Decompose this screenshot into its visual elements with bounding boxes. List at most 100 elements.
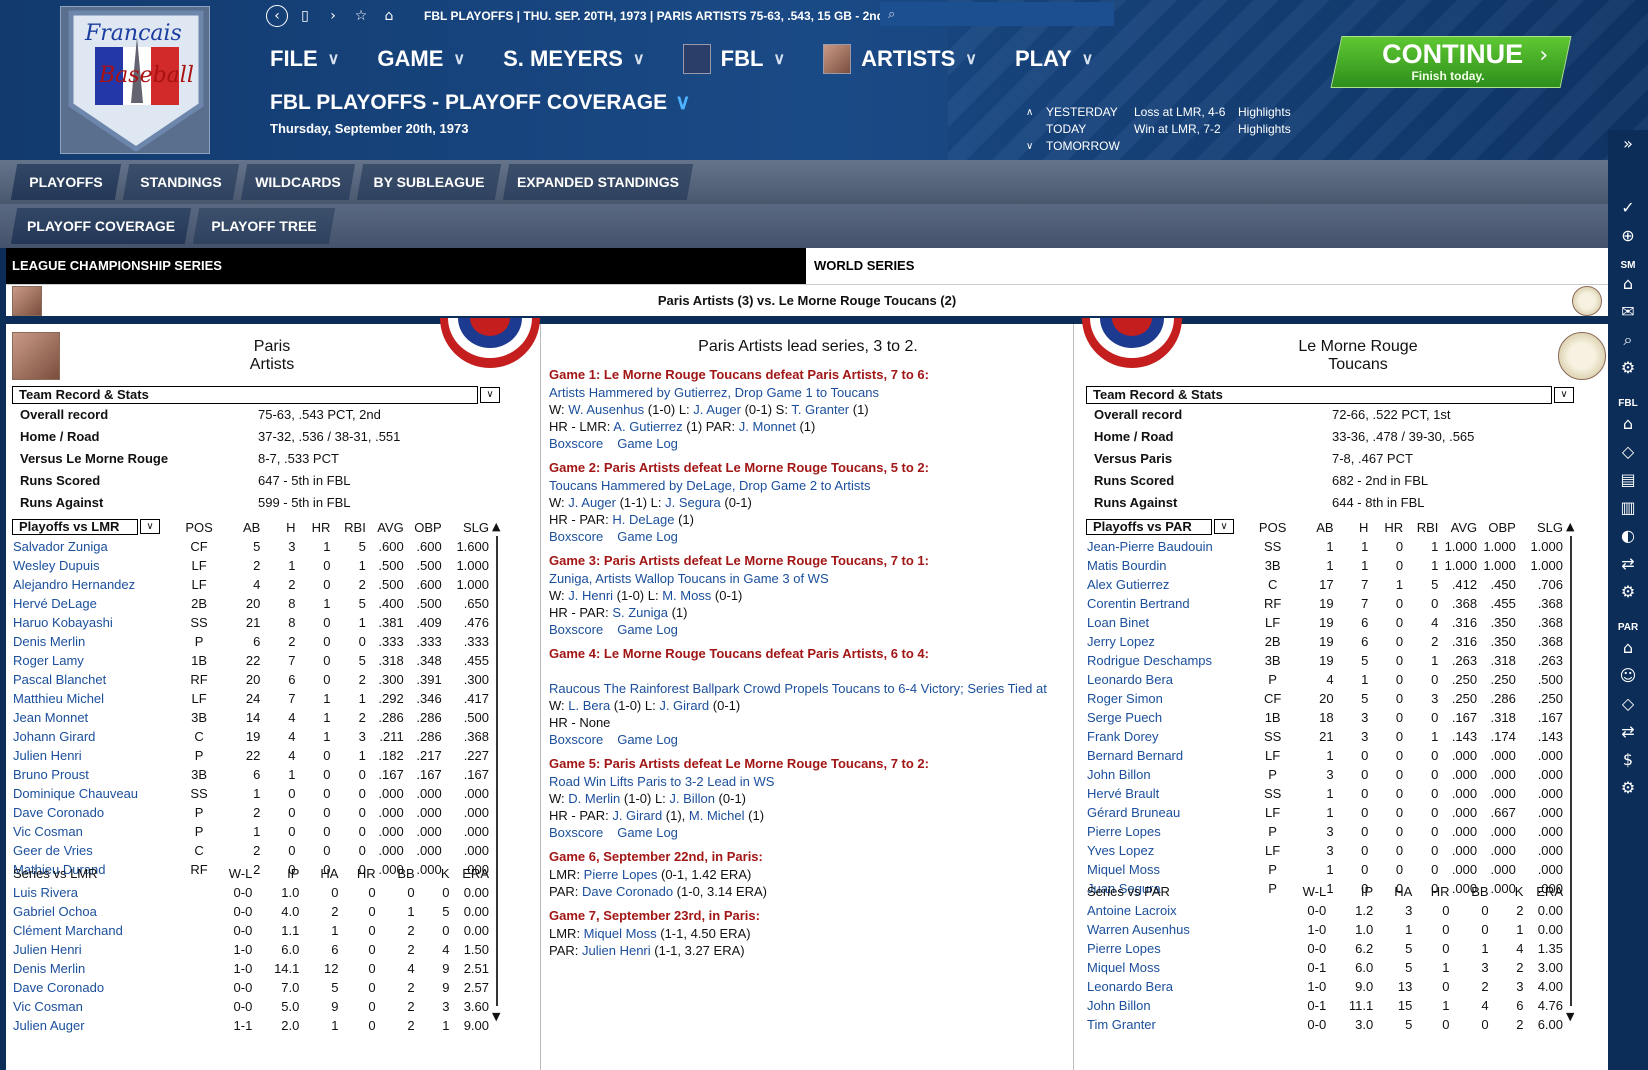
table-row[interactable]: Serge Puech 1B 18 3 0 0 .167 .318 .167 — [1087, 708, 1563, 727]
table-row[interactable]: Antoine Lacroix 0-0 1.2 3 0 0 2 0.00 — [1087, 901, 1563, 920]
table-row[interactable]: Bruno Proust 3B 6 1 0 0 .167 .167 .167 — [13, 765, 489, 784]
player-link[interactable]: M. Moss — [662, 588, 712, 603]
game-log-link[interactable]: Game Log — [617, 825, 678, 840]
globe-icon[interactable]: ⊕ — [1621, 226, 1635, 245]
transactions-icon[interactable]: ⇄ — [1621, 722, 1635, 741]
player-name[interactable]: Rodrigue Deschamps — [1087, 653, 1213, 668]
game-log-link[interactable]: Game Log — [617, 529, 678, 544]
table-row[interactable]: Leonardo Bera 1-0 9.0 13 0 2 3 4.00 — [1087, 977, 1563, 996]
player-name[interactable]: Roger Simon — [1087, 691, 1163, 706]
table-row[interactable]: Clément Marchand 0-0 1.1 1 0 2 0 0.00 — [13, 921, 489, 940]
star-icon[interactable]: ☆ — [354, 8, 368, 24]
column-header[interactable]: HR — [1430, 884, 1450, 899]
home-icon[interactable]: ⌂ — [1622, 638, 1634, 657]
search-icon[interactable]: ⌕ — [1623, 330, 1633, 349]
player-link[interactable]: S. Zuniga — [612, 605, 668, 620]
table-row[interactable]: Pierre Lopes 0-0 6.2 5 0 1 4 1.35 — [1087, 939, 1563, 958]
column-header[interactable]: Series vs LMR — [13, 866, 98, 881]
table-row[interactable]: Juan Segura P 1 0 0 0 .000 .000 .000 — [1087, 879, 1563, 898]
tab-league-championship-series[interactable]: LEAGUE CHAMPIONSHIP SERIES — [6, 248, 806, 284]
player-name[interactable]: Corentin Bertrand — [1087, 596, 1190, 611]
column-header[interactable]: Series vs PAR — [1087, 884, 1170, 899]
player-name[interactable]: Julien Auger — [13, 1018, 85, 1033]
player-name[interactable]: Wesley Dupuis — [13, 558, 100, 573]
table-row[interactable]: Pascal Blanchet RF 20 6 0 2 .300 .391 .300 — [13, 670, 489, 689]
today-highlights-link[interactable]: Highlights — [1238, 122, 1291, 136]
tab-playoffs[interactable]: PLAYOFFS — [10, 164, 122, 200]
column-header[interactable]: H — [286, 520, 296, 535]
player-name[interactable]: Leonardo Bera — [1087, 979, 1174, 994]
table-row[interactable]: Luis Rivera 0-0 1.0 0 0 0 0 0.00 — [13, 883, 489, 902]
player-name[interactable]: Julien Henri — [13, 942, 82, 957]
tab-wildcards[interactable]: WILDCARDS — [240, 164, 356, 200]
player-name[interactable]: Vic Cosman — [13, 824, 83, 839]
table-row[interactable]: Dave Coronado 0-0 7.0 5 0 2 9 2.57 — [13, 978, 489, 997]
player-link[interactable]: H. DeLage — [612, 512, 675, 527]
table-row[interactable]: Pierre Lopes P 3 0 0 0 .000 .000 .000 — [1087, 822, 1563, 841]
table-row[interactable]: Miquel Moss 0-1 6.0 5 1 3 2 3.00 — [1087, 958, 1563, 977]
player-link[interactable]: J. Auger — [568, 495, 616, 510]
player-name[interactable]: Bruno Proust — [13, 767, 89, 782]
column-header[interactable]: H — [1359, 520, 1369, 535]
player-name[interactable]: Juan Segura — [1087, 881, 1161, 896]
player-name[interactable]: Vic Cosman — [13, 999, 83, 1014]
chevron-up-icon[interactable]: ∧ — [1026, 107, 1034, 118]
player-name[interactable]: Dominique Chauveau — [13, 786, 139, 801]
table-row[interactable]: Corentin Bertrand RF 19 7 0 0 .368 .455 .368 — [1087, 594, 1563, 613]
column-header[interactable]: AB — [1316, 520, 1334, 535]
boxscore-link[interactable]: Boxscore — [549, 622, 604, 637]
table-row[interactable]: Dave Coronado P 2 0 0 0 .000 .000 .000 — [13, 803, 489, 822]
player-link[interactable]: J. Billon — [669, 791, 715, 806]
yesterday-highlights-link[interactable]: Highlights — [1238, 105, 1291, 119]
boxscore-link[interactable]: Boxscore — [549, 529, 604, 544]
column-header[interactable]: HR — [311, 520, 331, 535]
home-icon[interactable]: ⌂ — [384, 8, 394, 24]
table-row[interactable]: Jean-Pierre Baudouin SS 1 1 0 1 1.000 1.000 1.00… — [1087, 537, 1563, 556]
game-headline-link[interactable]: Zuniga, Artists Wallop Toucans in Game 3… — [549, 571, 829, 586]
toucans-logo-icon[interactable] — [1572, 286, 1602, 316]
table-row[interactable]: Gabriel Ochoa 0-0 4.0 2 0 1 5 0.00 — [13, 902, 489, 921]
table-row[interactable]: Haruo Kobayashi SS 21 8 0 1 .381 .409 .476 — [13, 613, 489, 632]
home-icon[interactable]: ⌂ — [1622, 274, 1634, 293]
roster-icon[interactable]: ☺ — [1619, 666, 1637, 685]
table-row[interactable]: Loan Binet LF 19 6 0 4 .316 .350 .368 — [1087, 613, 1563, 632]
tomorrow-label[interactable]: TOMORROW — [1046, 139, 1120, 153]
column-header[interactable]: ERA — [1536, 884, 1563, 899]
column-header[interactable]: POS — [1258, 520, 1287, 535]
home-icon[interactable]: ⌂ — [1622, 414, 1634, 433]
column-header[interactable]: AVG — [1450, 520, 1478, 535]
chevron-down-icon[interactable]: ∨ — [1214, 519, 1234, 534]
table-row[interactable]: Mathieu Durand RF 2 0 0 0 .000 .000 .000 — [13, 860, 489, 879]
game-log-link[interactable]: Game Log — [617, 622, 678, 637]
column-header[interactable]: BB — [397, 866, 415, 881]
player-link[interactable]: J. Henri — [568, 588, 614, 603]
table-row[interactable]: Dominique Chauveau SS 1 0 0 0 .000 .000 .000 — [13, 784, 489, 803]
table-row[interactable]: Yves Lopez LF 3 0 0 0 .000 .000 .000 — [1087, 841, 1563, 860]
player-link[interactable]: Pierre Lopes — [583, 867, 658, 882]
game-headline-link[interactable]: Raucous The Rainforest Ballpark Crowd Pr… — [549, 681, 1047, 696]
table-row[interactable]: Salvador Zuniga CF 5 3 1 5 .600 .600 1.600 — [13, 537, 489, 556]
forward-icon[interactable]: › — [330, 8, 336, 24]
tab-playoff-tree[interactable]: PLAYOFF TREE — [192, 208, 336, 244]
table-row[interactable]: Julien Auger 1-1 2.0 1 0 2 1 9.00 — [13, 1016, 489, 1035]
tab-expanded-standings[interactable]: EXPANDED STANDINGS — [502, 164, 694, 200]
toucans-logo-icon[interactable] — [1558, 332, 1606, 380]
player-name[interactable]: Alex Gutierrez — [1087, 577, 1170, 592]
player-name[interactable]: Pierre Lopes — [1087, 941, 1161, 956]
player-link[interactable]: M. Michel — [688, 808, 745, 823]
table-row[interactable]: Jerry Lopez 2B 19 6 0 2 .316 .350 .368 — [1087, 632, 1563, 651]
search-input[interactable]: ⌕ — [880, 2, 1114, 26]
player-name[interactable]: Hervé DeLage — [13, 596, 97, 611]
game-headline-link[interactable]: Toucans Hammered by DeLage, Drop Game 2 … — [549, 478, 871, 493]
column-header[interactable]: K — [440, 866, 450, 881]
scroll-down-icon[interactable]: ▼ — [1566, 1010, 1575, 1023]
scroll-up-icon[interactable]: ▲ — [1566, 520, 1575, 533]
player-name[interactable]: Miquel Moss — [1087, 960, 1160, 975]
yesterday-label[interactable]: YESTERDAY — [1046, 105, 1118, 119]
gear-icon[interactable]: ⚙ — [1620, 778, 1636, 797]
table-row[interactable]: Bernard Bernard LF 1 0 0 0 .000 .000 .000 — [1087, 746, 1563, 765]
transactions-icon[interactable]: ⇄ — [1621, 554, 1635, 573]
expand-icon[interactable]: » — [1623, 134, 1633, 153]
scroll-down-icon[interactable]: ▼ — [492, 1010, 501, 1023]
player-link[interactable]: J. Segura — [665, 495, 721, 510]
